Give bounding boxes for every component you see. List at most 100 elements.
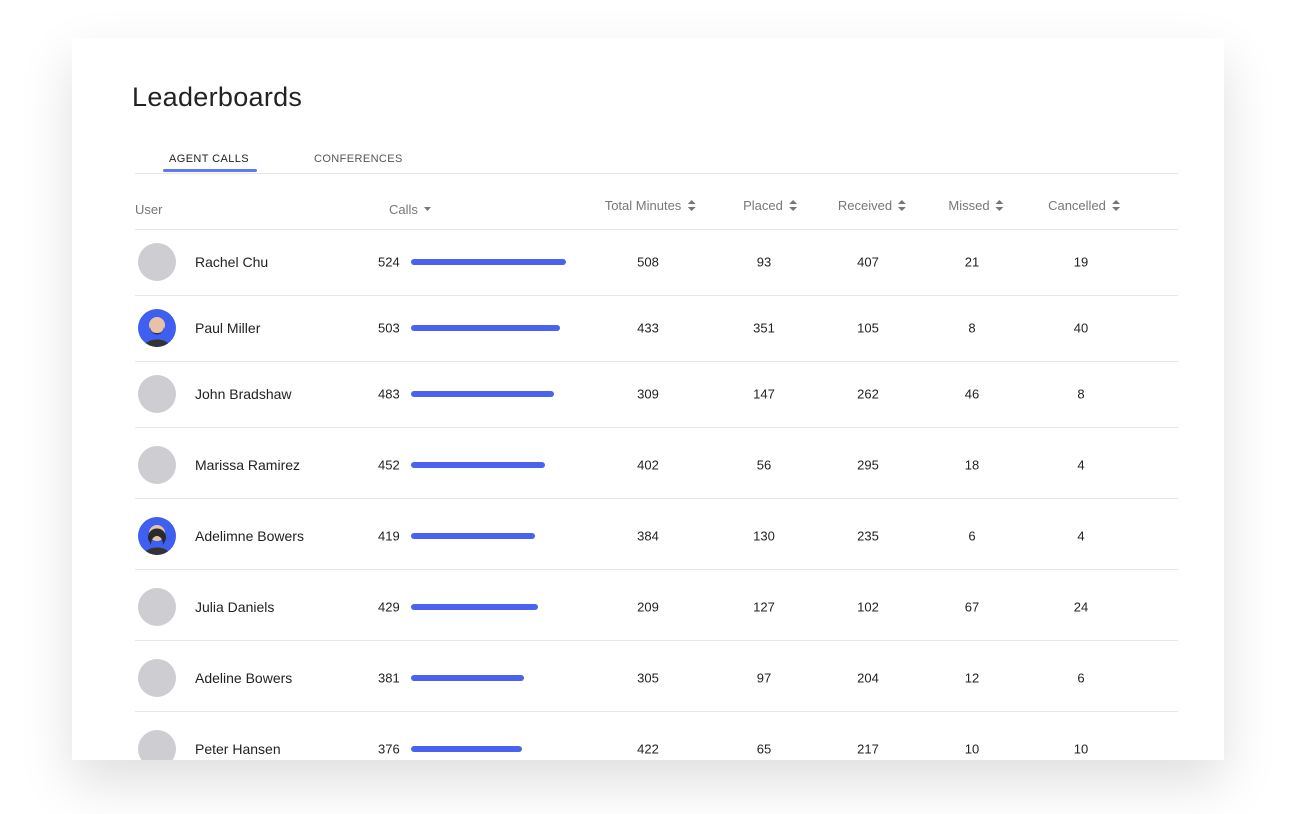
avatar [138,730,176,760]
stat-value: 305 [637,670,659,686]
page-title: Leaderboards [132,82,303,112]
sort-icon [995,200,1004,211]
row-divider [135,640,1178,641]
tab[interactable]: CONFERENCES [314,153,403,165]
column-header-label: Calls [389,202,418,217]
stat-value: 127 [753,599,775,615]
stat-value: 102 [857,599,879,615]
sort-icon [898,200,907,211]
stat-value: 4 [1077,528,1085,544]
column-header[interactable]: Received [837,198,907,213]
row-divider [135,229,1178,230]
avatar [138,243,176,281]
stat-value: 105 [857,320,879,336]
stat-value: 18 [964,457,980,473]
user-name: Paul Miller [195,320,261,336]
column-header[interactable]: Total Minutes [605,198,696,213]
avatar [138,517,176,555]
column-header[interactable]: Calls [389,202,431,217]
avatar [138,446,176,484]
user-name: Peter Hansen [195,741,281,757]
column-header: User [135,202,162,217]
calls-bar [411,325,560,331]
user-name: Adelimne Bowers [195,528,304,544]
calls-bar [411,675,524,681]
stat-value: 12 [964,670,980,686]
row-divider [135,498,1178,499]
stat-value: 235 [857,528,879,544]
calls-value: 483 [378,386,400,402]
stat-value: 217 [857,741,879,757]
stat-value: 147 [753,386,775,402]
sort-icon [1111,200,1120,211]
stat-value: 8 [1077,386,1085,402]
stat-value: 433 [637,320,659,336]
calls-bar [411,533,535,539]
divider [135,173,1178,174]
calls-value: 419 [378,528,400,544]
stat-value: 67 [964,599,980,615]
row-divider [135,569,1178,570]
column-header-label: Placed [743,198,783,213]
column-header[interactable]: Cancelled [1048,198,1120,213]
calls-value: 452 [378,457,400,473]
stat-value: 262 [857,386,879,402]
sort-icon [423,207,431,212]
row-divider [135,295,1178,296]
avatar [138,375,176,413]
stat-value: 422 [637,741,659,757]
user-name: Rachel Chu [195,254,269,270]
calls-value: 503 [378,320,400,336]
calls-bar [411,604,538,610]
row-divider [135,427,1178,428]
stat-value: 209 [637,599,659,615]
sort-icon [687,200,696,211]
user-name: John Bradshaw [195,386,292,402]
avatar [138,588,176,626]
stat-value: 10 [1073,741,1089,757]
stat-value: 65 [756,741,772,757]
stat-value: 97 [756,670,772,686]
column-header[interactable]: Missed [948,198,1004,213]
stat-value: 384 [637,528,659,544]
calls-value: 381 [378,670,400,686]
stat-value: 8 [968,320,976,336]
user-name: Julia Daniels [195,599,275,615]
stat-value: 40 [1073,320,1089,336]
stat-value: 402 [637,457,659,473]
user-name: Marissa Ramirez [195,457,301,473]
column-header-label: Missed [948,198,990,213]
stat-value: 508 [637,254,659,270]
calls-bar [411,259,566,265]
stat-value: 19 [1073,254,1089,270]
stat-value: 56 [756,457,772,473]
column-header-label: Cancelled [1048,198,1106,213]
stat-value: 24 [1073,599,1089,615]
column-header[interactable]: Placed [743,198,797,213]
calls-bar [411,462,545,468]
column-header-label: Total Minutes [604,198,682,213]
stat-value: 6 [1077,670,1085,686]
stat-value: 309 [637,386,659,402]
stat-value: 351 [753,320,775,336]
row-divider [135,711,1178,712]
stat-value: 21 [964,254,980,270]
avatar [138,659,176,697]
tab-indicator [163,169,257,172]
leaderboard-card: Leaderboards AGENT CALLS CONFERENCES Use… [72,38,1224,760]
stat-value: 6 [968,528,976,544]
stat-value: 204 [857,670,879,686]
calls-bar [411,746,523,752]
tab[interactable]: AGENT CALLS [169,153,250,165]
avatar [138,309,176,347]
column-header-label: Received [837,198,893,213]
stat-value: 10 [964,741,980,757]
calls-bar [411,391,554,397]
column-header-label: User [135,202,163,217]
stat-value: 4 [1077,457,1085,473]
stat-value: 295 [857,457,879,473]
calls-value: 524 [378,254,400,270]
stat-value: 130 [753,528,775,544]
stat-value: 407 [857,254,879,270]
sort-icon [788,200,797,211]
